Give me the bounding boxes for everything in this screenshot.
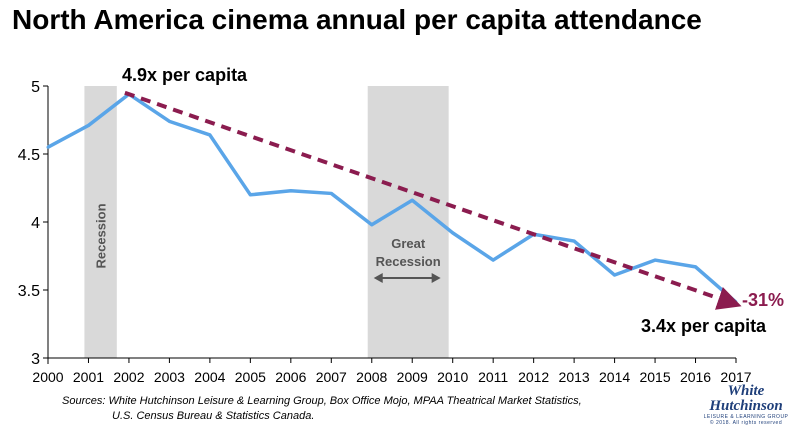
x-tick-label: 2001 <box>73 369 104 385</box>
trend-arrow <box>124 90 742 310</box>
double-arrow-right-head <box>431 273 441 283</box>
x-tick-label: 2010 <box>437 369 468 385</box>
x-tick-label: 2005 <box>235 369 266 385</box>
great-recession-label-line-1: Great <box>391 236 426 251</box>
recession-band-1 <box>84 86 117 358</box>
great-recession-label-line-2: Recession <box>376 254 441 269</box>
double-arrow-left-head <box>373 273 383 283</box>
sources-note: Sources: White Hutchinson Leisure & Lear… <box>62 394 582 424</box>
x-tick-label: 2002 <box>113 369 144 385</box>
x-tick-label: 2008 <box>356 369 387 385</box>
sources-line-2: U.S. Census Bureau & Statistics Canada. <box>112 410 315 422</box>
recession-label: Recession <box>94 203 109 268</box>
data-point <box>167 119 171 123</box>
data-point <box>248 193 252 197</box>
recession-band-2 <box>367 86 449 358</box>
data-point <box>734 300 738 304</box>
logo-word-2: Hutchinson <box>709 398 783 414</box>
axes: 3 3.5 4 4.5 5 2000 2001 2002 2003 2004 2005 2006 200… <box>18 79 752 385</box>
recession-shades <box>84 86 449 358</box>
data-point <box>86 123 90 127</box>
logo-word-1: White <box>727 383 765 399</box>
x-tick-label: 2003 <box>154 369 185 385</box>
annotations: Recession Great Recession 4.9x per capita 3.… <box>94 65 784 336</box>
attendance-line <box>47 92 738 304</box>
data-point <box>451 231 455 235</box>
data-point <box>370 223 374 227</box>
x-tick-label: 2017 <box>720 369 751 385</box>
data-point <box>491 258 495 262</box>
data-point <box>694 265 698 269</box>
x-tick-label: 2000 <box>32 369 63 385</box>
y-tick-label: 3 <box>31 351 40 368</box>
data-point <box>329 191 333 195</box>
chart-title: North America cinema annual per capita a… <box>12 4 702 35</box>
data-point <box>653 258 657 262</box>
data-point <box>613 273 617 277</box>
data-point <box>208 133 212 137</box>
x-tick-label: 2007 <box>316 369 347 385</box>
data-point <box>289 189 293 193</box>
start-value-label: 4.9x per capita <box>122 65 248 85</box>
data-point <box>46 145 50 149</box>
y-tick-label: 5 <box>31 79 40 96</box>
end-value-label: 3.4x per capita <box>641 316 767 336</box>
logo-copyright: © 2018. All rights reserved <box>709 420 783 426</box>
data-point <box>572 239 576 243</box>
x-tick-label: 2006 <box>275 369 306 385</box>
x-tick-label: 2016 <box>680 369 711 385</box>
percent-change-label: -31% <box>742 290 784 310</box>
x-tick-label: 2015 <box>639 369 670 385</box>
x-tick-label: 2014 <box>599 369 630 385</box>
data-point <box>410 198 414 202</box>
x-tick-label: 2012 <box>518 369 549 385</box>
x-tick-label: 2009 <box>397 369 428 385</box>
x-tick-label: 2011 <box>478 369 508 385</box>
series <box>46 90 742 310</box>
y-tick-label: 4.5 <box>18 147 40 164</box>
sources-line-1: Sources: White Hutchinson Leisure & Lear… <box>62 395 582 407</box>
logo-tagline: LEISURE & LEARNING GROUP <box>703 414 789 420</box>
y-tick-label: 3.5 <box>18 283 40 300</box>
x-tick-label: 2004 <box>194 369 225 385</box>
white-hutchinson-logo: White Hutchinson LEISURE & LEARNING GROU… <box>700 384 792 432</box>
x-tick-label: 2013 <box>559 369 590 385</box>
y-tick-label: 4 <box>31 215 40 232</box>
